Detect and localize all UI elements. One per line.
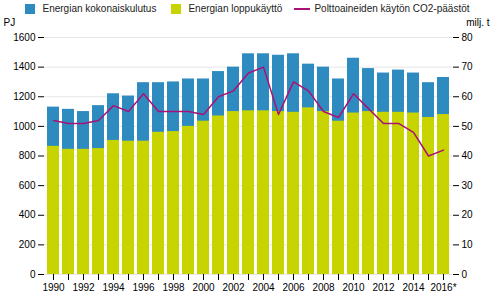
svg-text:30: 30 [462, 180, 474, 191]
svg-text:50: 50 [462, 121, 474, 132]
svg-text:2002: 2002 [222, 282, 245, 293]
svg-text:milj. t: milj. t [466, 17, 490, 28]
svg-text:1998: 1998 [162, 282, 185, 293]
svg-text:2012: 2012 [372, 282, 395, 293]
svg-text:1996: 1996 [132, 282, 155, 293]
svg-text:2000: 2000 [192, 282, 215, 293]
svg-text:1200: 1200 [13, 91, 36, 102]
svg-text:2014: 2014 [402, 282, 425, 293]
svg-text:80: 80 [462, 32, 474, 43]
svg-text:2010: 2010 [342, 282, 365, 293]
svg-text:40: 40 [462, 150, 474, 161]
svg-text:0: 0 [30, 269, 36, 280]
svg-text:800: 800 [19, 150, 36, 161]
svg-text:1400: 1400 [13, 61, 36, 72]
svg-text:600: 600 [19, 180, 36, 191]
svg-text:200: 200 [19, 239, 36, 250]
html-text:Polttoaineiden käytön CO2-pääs: Polttoaineiden käytön CO2-päästöt [314, 3, 470, 14]
svg-text:2006: 2006 [282, 282, 305, 293]
svg-text:0: 0 [462, 269, 468, 280]
svg-text:1992: 1992 [72, 282, 95, 293]
svg-text:70: 70 [462, 61, 474, 72]
svg-text:1000: 1000 [13, 121, 36, 132]
svg-text:20: 20 [462, 209, 474, 220]
svg-text:2008: 2008 [312, 282, 335, 293]
svg-text:1990: 1990 [42, 282, 65, 293]
svg-text:1600: 1600 [13, 32, 36, 43]
svg-text:2004: 2004 [252, 282, 275, 293]
svg-text:2016*: 2016* [430, 282, 456, 293]
svg-text:PJ: PJ [4, 17, 16, 28]
svg-text:60: 60 [462, 91, 474, 102]
svg-text:1994: 1994 [102, 282, 125, 293]
svg-text:10: 10 [462, 239, 474, 250]
svg-text:400: 400 [19, 209, 36, 220]
html-text:Energian loppukäyttö: Energian loppukäyttö [188, 3, 283, 14]
html-text:Energian kokonaiskulutus: Energian kokonaiskulutus [42, 3, 157, 14]
